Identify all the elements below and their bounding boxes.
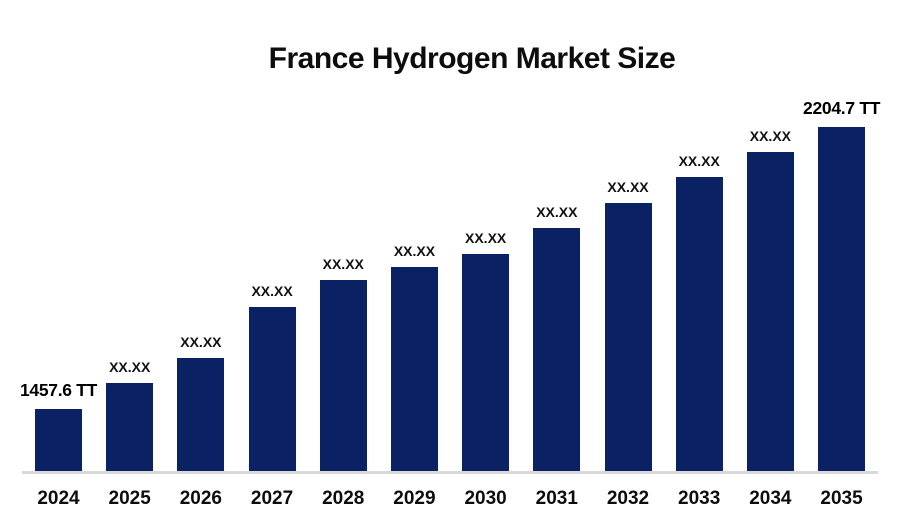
x-axis-tick-label: 2034: [749, 488, 792, 509]
bar-value-label: XX.XX: [180, 334, 222, 350]
bar-column: XX.XX: [462, 230, 510, 472]
x-axis-tick-label: 2032: [606, 488, 650, 509]
x-axis-line: [22, 471, 878, 474]
bar-column: XX.XX: [675, 153, 723, 472]
bar-value-label: XX.XX: [607, 179, 649, 195]
bar-column: 2204.7 TT: [803, 98, 880, 472]
bar-column: XX.XX: [604, 179, 652, 472]
bar-value-label: 1457.6 TT: [19, 380, 98, 400]
bar: [746, 152, 794, 472]
x-axis-tick-label: 2024: [37, 488, 80, 509]
bar: [604, 203, 652, 472]
chart-title: France Hydrogen Market Size: [268, 42, 676, 75]
bar-value-label: XX.XX: [251, 283, 293, 299]
x-axis-tick-label: 2027: [250, 488, 294, 509]
x-axis-tick-label: 2025: [108, 488, 151, 509]
bar: [818, 127, 866, 472]
bars-row: 1457.6 TT XX.XX XX.XX XX.XX XX.XX XX.XX …: [20, 98, 880, 472]
x-axis-tick-label: 2026: [179, 488, 223, 509]
bar-value-label: XX.XX: [465, 230, 507, 246]
x-axis-tick-label: 2033: [678, 488, 721, 509]
bar-column: XX.XX: [177, 334, 225, 472]
bar-column: XX.XX: [248, 283, 296, 472]
bar-value-label: XX.XX: [393, 243, 436, 259]
bar-column: XX.XX: [319, 256, 367, 472]
bar-value-label: XX.XX: [109, 359, 151, 375]
bar: [106, 383, 154, 472]
bar: [675, 177, 723, 472]
bar-column: 1457.6 TT: [20, 380, 97, 472]
bar-column: XX.XX: [746, 128, 794, 472]
x-axis-tick-label: 2031: [535, 488, 578, 509]
bar-column: XX.XX: [533, 204, 581, 472]
x-axis-tick-label: 2035: [820, 488, 863, 509]
bar-value-label: XX.XX: [749, 128, 791, 144]
x-axis-tick-label: 2028: [322, 488, 365, 509]
bar: [390, 267, 438, 472]
bar-value-label: XX.XX: [536, 204, 578, 220]
bar-column: XX.XX: [390, 243, 438, 472]
bar: [533, 228, 581, 472]
bar: [462, 254, 510, 472]
x-axis-ticks: 2024 2025 2026 2027 2028 2029 2030 2031 2032 2033…: [35, 488, 865, 510]
x-axis-tick-label: 2030: [464, 488, 507, 509]
bar: [319, 280, 367, 472]
bar: [177, 358, 225, 472]
bar-column: XX.XX: [106, 359, 154, 472]
bar-value-label: XX.XX: [678, 153, 720, 169]
bar-value-label: 2204.7 TT: [803, 98, 881, 118]
bar-value-label: XX.XX: [322, 256, 364, 272]
x-axis-tick-label: 2029: [393, 488, 436, 509]
bar: [35, 409, 82, 472]
bar: [248, 307, 296, 472]
